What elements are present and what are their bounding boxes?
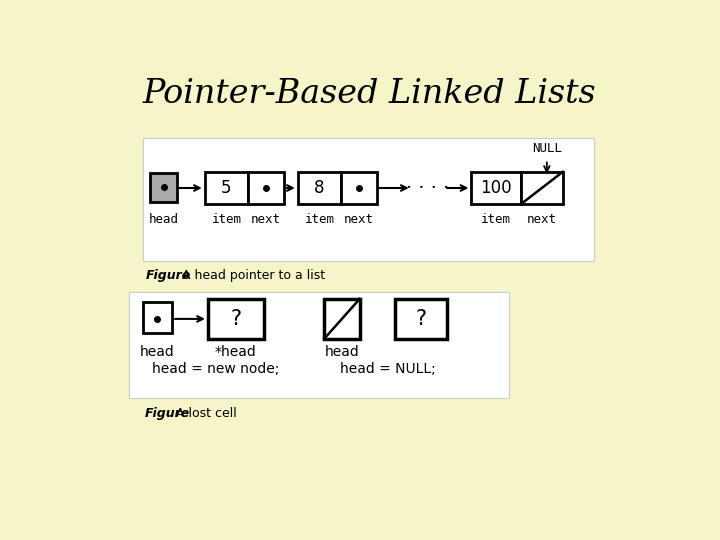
- Text: *head: *head: [215, 345, 256, 359]
- Text: head: head: [148, 213, 179, 226]
- Text: NULL: NULL: [532, 142, 562, 155]
- Text: next: next: [251, 213, 281, 226]
- Bar: [297, 172, 341, 204]
- Text: head: head: [325, 345, 359, 359]
- Text: head = NULL;: head = NULL;: [340, 362, 436, 376]
- Bar: [324, 299, 360, 339]
- Bar: [143, 138, 594, 261]
- Bar: [248, 172, 284, 204]
- Text: 8: 8: [314, 179, 325, 197]
- Text: · · · ·: · · · ·: [405, 179, 449, 197]
- Text: head: head: [140, 345, 175, 359]
- Bar: [472, 172, 521, 204]
- Text: A lost cell: A lost cell: [172, 408, 237, 421]
- Text: 100: 100: [480, 179, 512, 197]
- Text: ?: ?: [415, 309, 426, 329]
- Bar: [204, 172, 248, 204]
- Text: Figure: Figure: [144, 408, 189, 421]
- Text: Pointer-Based Linked Lists: Pointer-Based Linked Lists: [142, 78, 596, 110]
- Text: 5: 5: [221, 179, 232, 197]
- Text: next: next: [527, 213, 557, 226]
- Bar: [521, 172, 563, 204]
- Text: item: item: [481, 213, 511, 226]
- Bar: [208, 299, 264, 339]
- Text: ?: ?: [230, 309, 241, 329]
- Text: head = new node;: head = new node;: [152, 362, 279, 376]
- Text: A head pointer to a list: A head pointer to a list: [174, 269, 325, 282]
- Bar: [341, 172, 377, 204]
- Bar: [395, 299, 447, 339]
- Bar: [143, 302, 172, 333]
- Text: item: item: [212, 213, 241, 226]
- Bar: [129, 292, 508, 398]
- Bar: [150, 173, 177, 202]
- Text: next: next: [344, 213, 374, 226]
- Text: item: item: [305, 213, 334, 226]
- Text: Figure: Figure: [145, 269, 191, 282]
